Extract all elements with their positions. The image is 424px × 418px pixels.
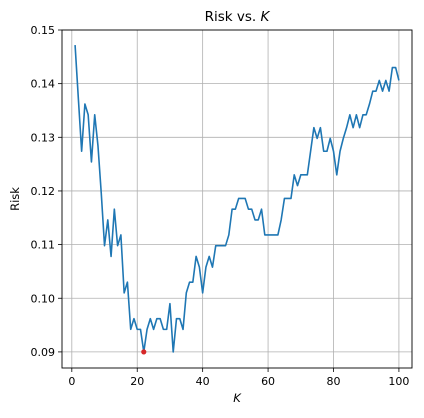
y-axis-label: Risk	[8, 187, 22, 211]
chart-title-variable: K	[261, 9, 271, 25]
y-tick-label: 0.09	[31, 346, 56, 359]
y-tick-label: 0.13	[31, 131, 56, 144]
x-tick-label: 20	[130, 375, 144, 388]
x-tick-label: 40	[196, 375, 210, 388]
grid	[62, 29, 412, 368]
risk-series-line	[74, 44, 400, 353]
series-layer	[74, 44, 400, 355]
y-tick-label: 0.10	[31, 292, 56, 305]
x-tick-label: 0	[68, 375, 75, 388]
y-tick-label: 0.11	[31, 239, 56, 252]
chart-title: Risk vs. K	[205, 9, 271, 25]
x-tick-label: 100	[388, 375, 409, 388]
x-axis-label: K	[233, 391, 242, 405]
y-tick-label: 0.15	[31, 24, 56, 37]
axis-ticks: 0 20 40 60 80 100 0.09 0.10 0.11 0.12 0.13 0.14 0.15	[31, 24, 410, 388]
plot-frame	[61, 29, 413, 369]
y-tick-label: 0.14	[31, 78, 56, 91]
x-tick-label: 80	[326, 375, 340, 388]
y-tick-label: 0.12	[31, 185, 56, 198]
chart-title-prefix: Risk vs.	[205, 9, 261, 25]
minimum-risk-marker	[141, 349, 147, 355]
x-tick-label: 60	[261, 375, 275, 388]
